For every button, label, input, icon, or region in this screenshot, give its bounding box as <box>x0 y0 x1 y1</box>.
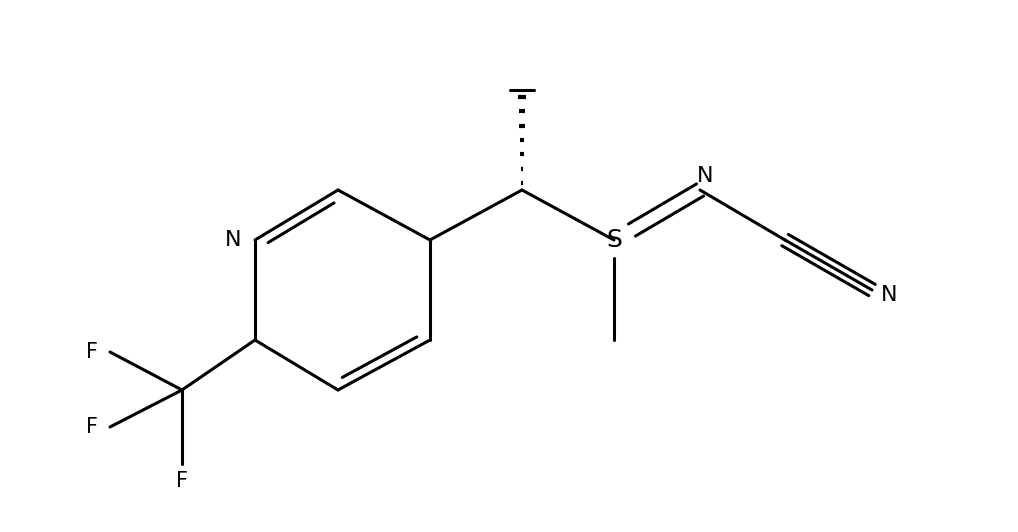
Text: F: F <box>86 342 98 362</box>
Text: S: S <box>606 228 622 252</box>
Text: N: N <box>225 230 241 250</box>
Text: F: F <box>176 471 188 491</box>
Text: N: N <box>881 285 897 305</box>
Text: N: N <box>696 166 714 186</box>
Text: F: F <box>86 417 98 437</box>
